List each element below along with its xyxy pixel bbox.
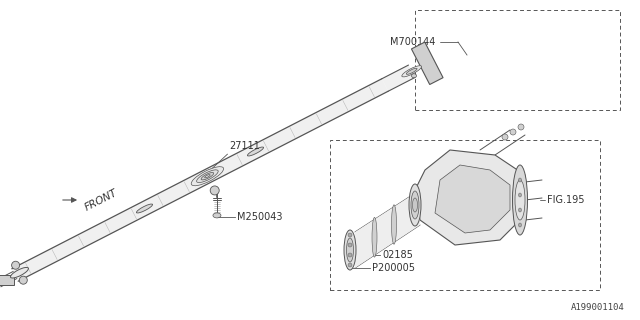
Text: FIG.195: FIG.195 [547, 195, 584, 205]
Circle shape [510, 129, 516, 135]
Ellipse shape [136, 204, 152, 213]
Ellipse shape [0, 280, 4, 286]
Ellipse shape [210, 186, 220, 195]
Circle shape [348, 263, 352, 267]
Text: P200005: P200005 [372, 263, 415, 273]
Ellipse shape [346, 238, 353, 262]
Ellipse shape [518, 193, 522, 197]
FancyBboxPatch shape [0, 275, 14, 284]
Circle shape [348, 233, 352, 237]
Text: FRONT: FRONT [83, 188, 119, 212]
Ellipse shape [413, 198, 417, 212]
Circle shape [348, 243, 352, 247]
Polygon shape [435, 165, 510, 233]
Text: 27111: 27111 [229, 141, 260, 151]
Circle shape [19, 276, 28, 284]
Ellipse shape [518, 178, 522, 182]
Ellipse shape [372, 217, 377, 257]
Ellipse shape [10, 268, 28, 278]
Ellipse shape [402, 66, 422, 77]
Ellipse shape [409, 184, 421, 226]
Bar [330, 140, 600, 290]
Ellipse shape [518, 223, 522, 227]
Circle shape [518, 124, 524, 130]
Polygon shape [382, 65, 415, 91]
Ellipse shape [344, 230, 356, 270]
Text: A199001104: A199001104 [572, 303, 625, 312]
Circle shape [348, 253, 352, 257]
Text: 02185: 02185 [382, 250, 413, 260]
Ellipse shape [191, 167, 223, 186]
Ellipse shape [411, 191, 419, 219]
Text: M250043: M250043 [237, 212, 282, 222]
Ellipse shape [392, 205, 397, 244]
Polygon shape [412, 42, 443, 84]
Ellipse shape [412, 74, 417, 78]
Ellipse shape [248, 147, 264, 156]
Bar [415, 10, 620, 110]
Ellipse shape [196, 170, 218, 182]
Polygon shape [415, 150, 525, 245]
Ellipse shape [518, 208, 522, 212]
Circle shape [12, 261, 20, 269]
Ellipse shape [406, 68, 417, 74]
Polygon shape [12, 79, 388, 281]
Circle shape [502, 134, 508, 140]
Ellipse shape [515, 180, 525, 220]
Ellipse shape [205, 175, 210, 178]
Ellipse shape [213, 213, 221, 218]
Polygon shape [355, 190, 420, 268]
Text: M700144: M700144 [390, 37, 435, 47]
Ellipse shape [201, 172, 214, 180]
Ellipse shape [513, 165, 527, 235]
